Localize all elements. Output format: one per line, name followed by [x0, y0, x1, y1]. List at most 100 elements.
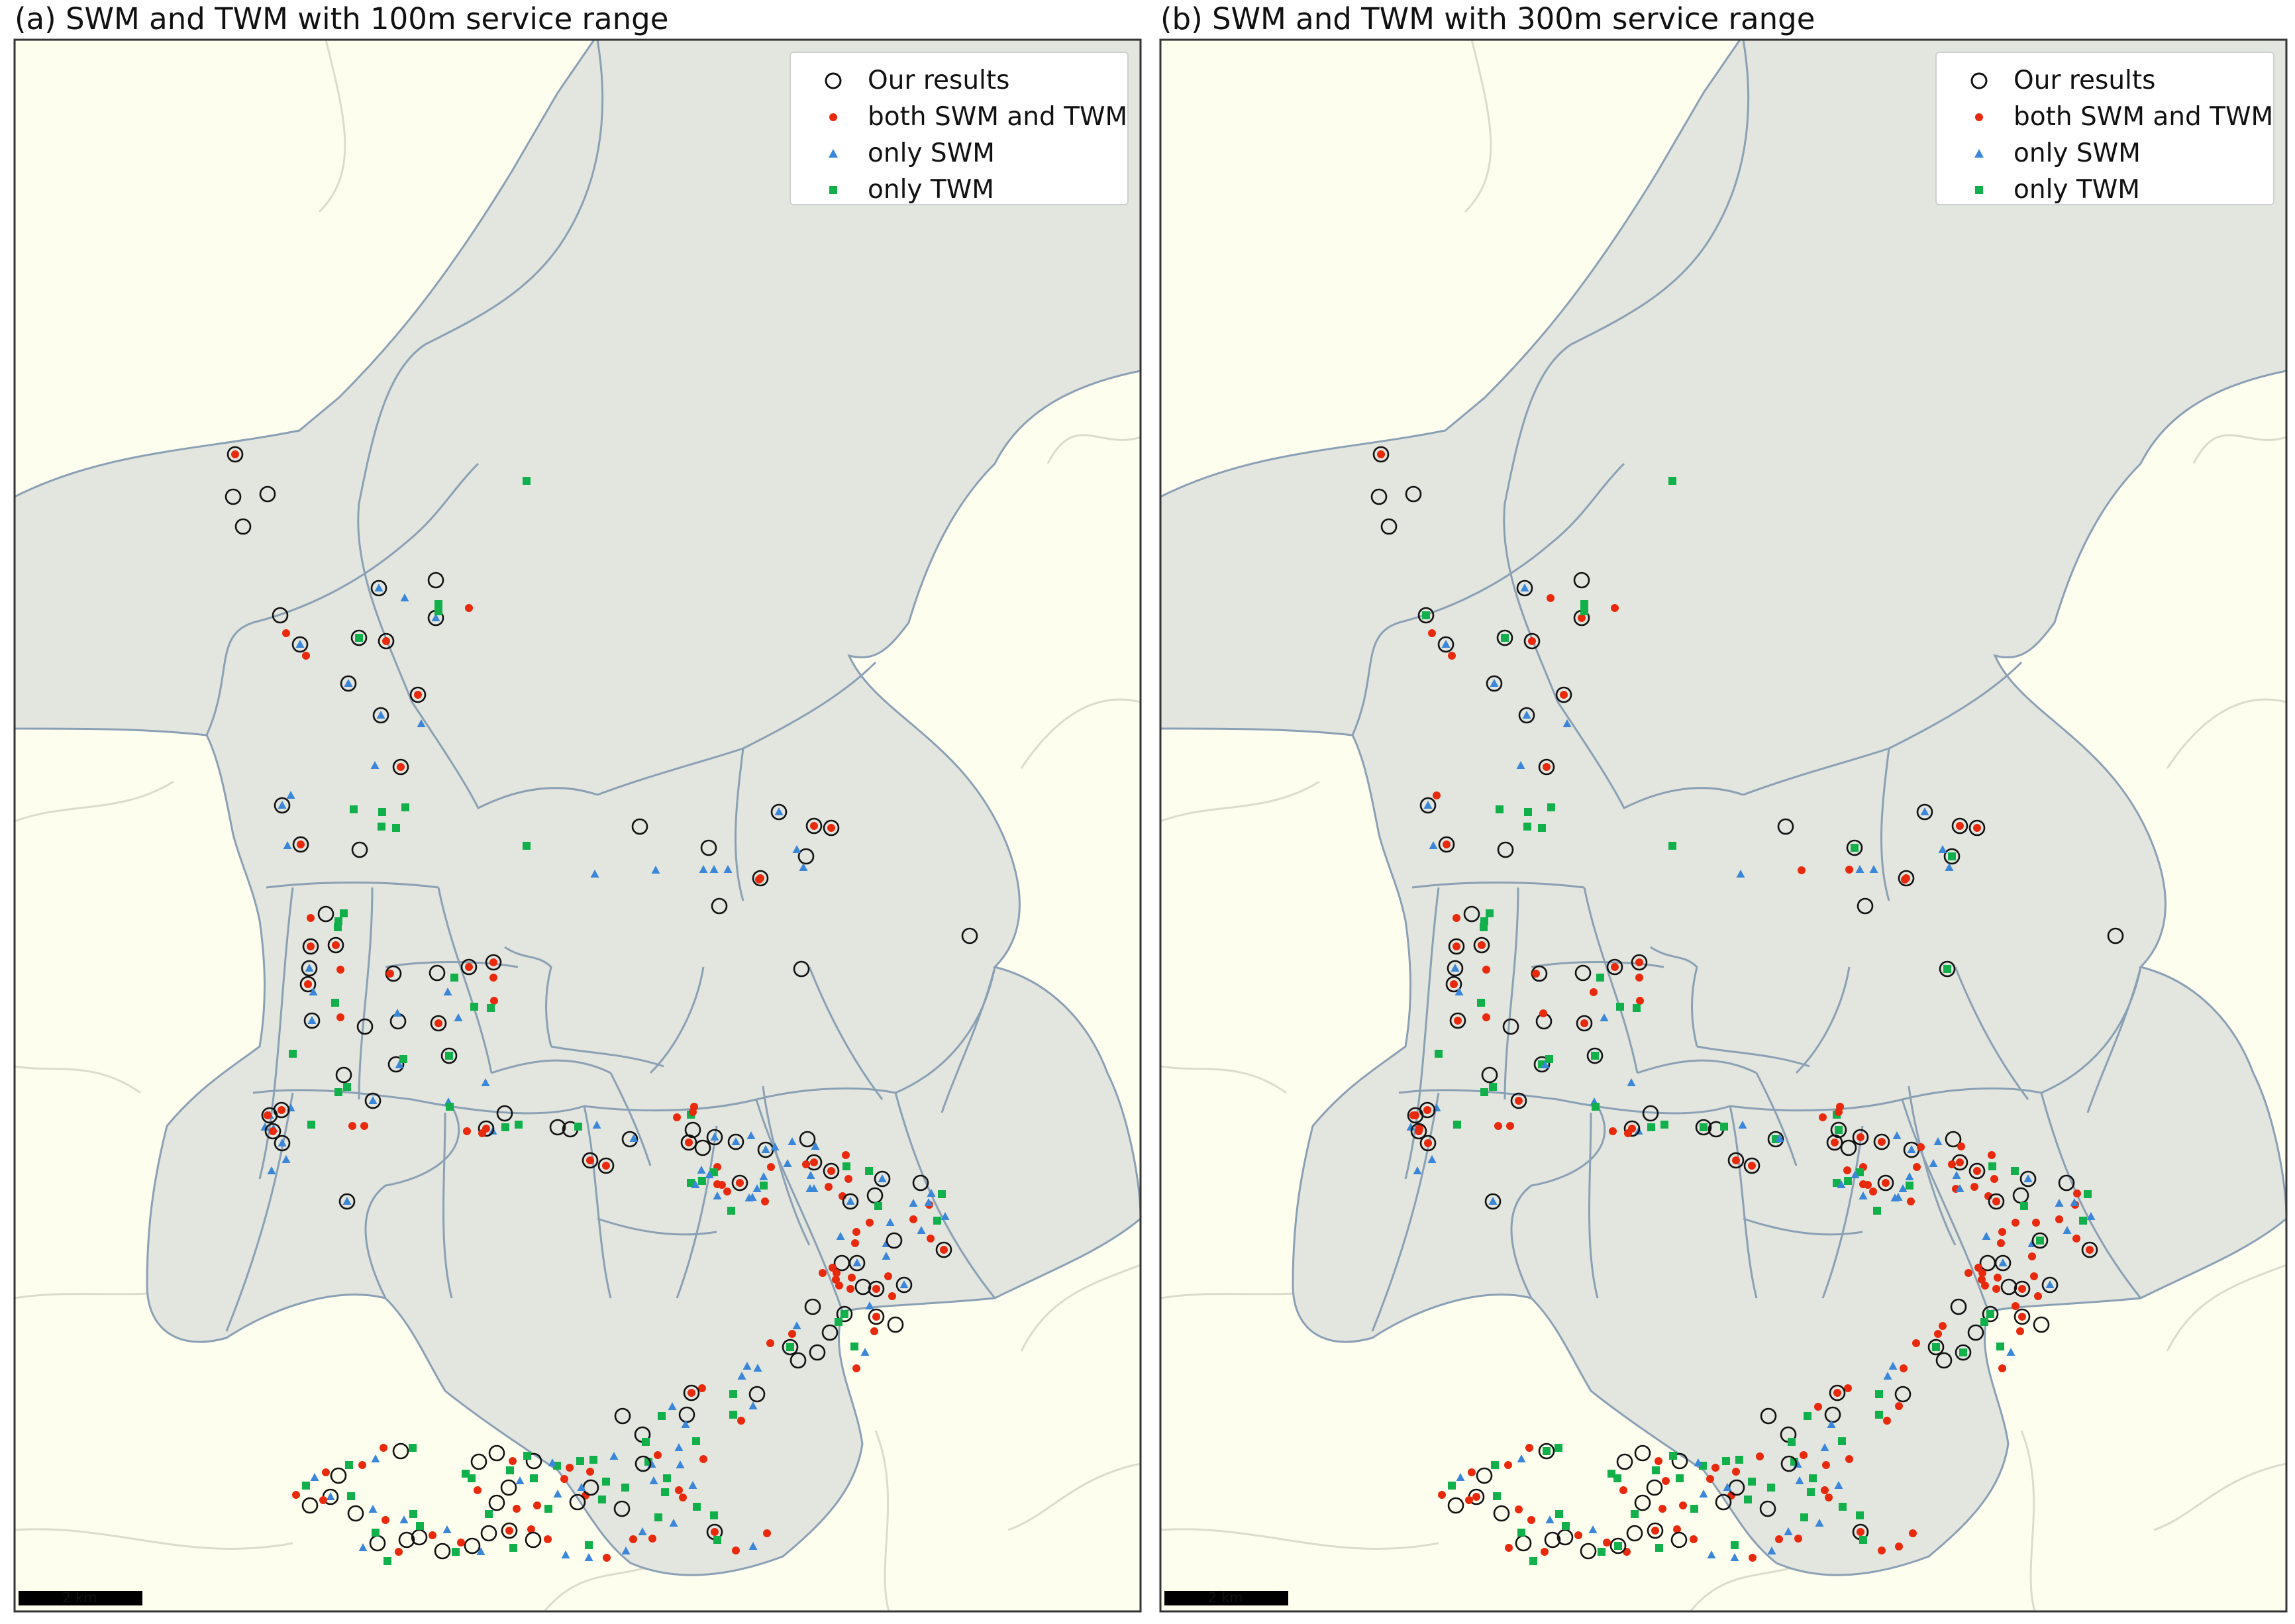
both-marker — [819, 1269, 827, 1277]
only-twm-marker — [1517, 1529, 1525, 1537]
both-marker — [1981, 1282, 1989, 1290]
only-swm-marker — [393, 1009, 402, 1017]
our-result-marker — [2031, 1232, 2049, 1249]
only-swm-marker — [723, 865, 733, 873]
both-marker — [1756, 1452, 1764, 1460]
our-result-marker — [2019, 1170, 2037, 1188]
both-marker — [1578, 614, 1586, 622]
both-marker — [533, 1501, 541, 1509]
only-swm-marker — [1736, 870, 1745, 878]
only-swm-marker — [374, 584, 383, 591]
only-twm-marker — [1545, 1055, 1553, 1063]
both-marker — [474, 1486, 482, 1494]
both-marker — [1794, 1535, 1802, 1543]
only-swm-marker — [368, 1096, 378, 1104]
both-marker — [2018, 1313, 2026, 1321]
only-swm-marker — [792, 845, 801, 853]
our-result-marker — [1405, 485, 1422, 503]
both-marker — [414, 691, 422, 699]
only-swm-marker — [1522, 711, 1531, 719]
our-result-marker — [569, 1494, 586, 1511]
both-marker — [1468, 1468, 1476, 1476]
only-twm-marker — [470, 1003, 478, 1011]
legend-item-both: both SWM and TWM — [1947, 99, 2273, 135]
only-twm-marker — [446, 1103, 454, 1111]
both-marker — [1825, 1494, 1833, 1501]
only-swm-marker — [395, 1060, 404, 1068]
both-marker — [297, 840, 305, 848]
only-twm-marker — [1448, 1482, 1456, 1490]
our-result-marker — [694, 1139, 711, 1156]
only-twm-marker — [1538, 824, 1546, 832]
only-twm-marker — [1835, 1126, 1843, 1134]
only-swm-marker — [799, 863, 808, 871]
both-marker — [673, 1113, 681, 1121]
only-twm-marker — [1859, 1536, 1867, 1544]
both-marker — [397, 763, 405, 771]
both-marker — [1505, 1544, 1513, 1552]
only-twm-marker — [654, 1513, 662, 1521]
both-marker — [1878, 1547, 1886, 1554]
our-result-marker — [1573, 572, 1590, 589]
only-twm-marker — [399, 1055, 407, 1063]
our-result-marker — [356, 1018, 374, 1035]
our-result-marker — [398, 1531, 415, 1548]
both-marker — [292, 1491, 300, 1499]
only-twm-marker — [1493, 1492, 1501, 1500]
both-marker — [264, 1111, 272, 1119]
our-result-marker — [370, 580, 387, 597]
only-swm-marker — [371, 1454, 380, 1462]
only-swm-marker — [688, 1481, 697, 1489]
only-twm-marker — [1660, 1121, 1668, 1129]
both-marker — [336, 966, 344, 974]
our-result-marker — [1626, 1525, 1643, 1542]
our-result-marker — [833, 1254, 850, 1272]
both-marker — [1443, 840, 1451, 848]
only-swm-marker — [1837, 1180, 1846, 1188]
both-marker — [767, 1163, 775, 1171]
both-marker — [1819, 1113, 1827, 1121]
our-result-marker — [1437, 636, 1454, 653]
legend-label: only SWM — [2014, 138, 2141, 168]
only-twm-marker — [1477, 999, 1485, 1007]
both-marker — [1658, 1505, 1666, 1513]
panel-title-a: (a) SWM and TWM with 100m service range — [15, 1, 669, 36]
both-marker — [1859, 1180, 1867, 1188]
our-result-marker — [372, 707, 389, 724]
only-twm-marker — [1529, 1557, 1537, 1565]
our-result-marker — [1609, 1537, 1627, 1554]
our-result-marker — [770, 803, 788, 821]
only-swm-marker — [442, 1525, 452, 1533]
our-result-marker — [1448, 938, 1465, 955]
our-result-marker — [1634, 1445, 1651, 1462]
our-result-marker — [1642, 1105, 1659, 1122]
only-twm-marker — [1856, 1168, 1864, 1176]
only-swm-marker — [286, 791, 295, 799]
only-twm-marker — [334, 1088, 342, 1096]
both-marker — [1560, 691, 1568, 699]
only-twm-marker — [574, 1123, 582, 1131]
our-result-marker — [961, 927, 978, 944]
only-swm-marker — [400, 593, 409, 601]
only-twm-marker — [401, 803, 409, 811]
our-result-marker — [1370, 488, 1388, 505]
both-marker — [231, 450, 239, 458]
panel-a-frame — [13, 38, 1142, 1613]
only-swm-marker — [1982, 1232, 1991, 1240]
only-swm-marker — [737, 1372, 746, 1380]
both-marker — [1956, 1158, 1964, 1166]
only-swm-marker — [561, 1550, 570, 1558]
our-result-marker — [1606, 958, 1623, 976]
only-swm-marker — [860, 1348, 870, 1356]
legend-label: only SWM — [868, 138, 995, 168]
green-square-icon — [829, 186, 837, 194]
only-swm-marker — [515, 1476, 525, 1484]
only-twm-marker — [1647, 1123, 1655, 1131]
both-marker — [586, 1468, 594, 1476]
only-swm-marker — [1627, 1078, 1636, 1086]
only-swm-marker — [882, 1252, 891, 1260]
both-marker — [699, 1455, 707, 1463]
only-twm-marker — [392, 824, 400, 832]
legend-item-only-twm: only TWM — [801, 172, 1117, 208]
only-swm-marker — [1955, 1184, 1964, 1192]
